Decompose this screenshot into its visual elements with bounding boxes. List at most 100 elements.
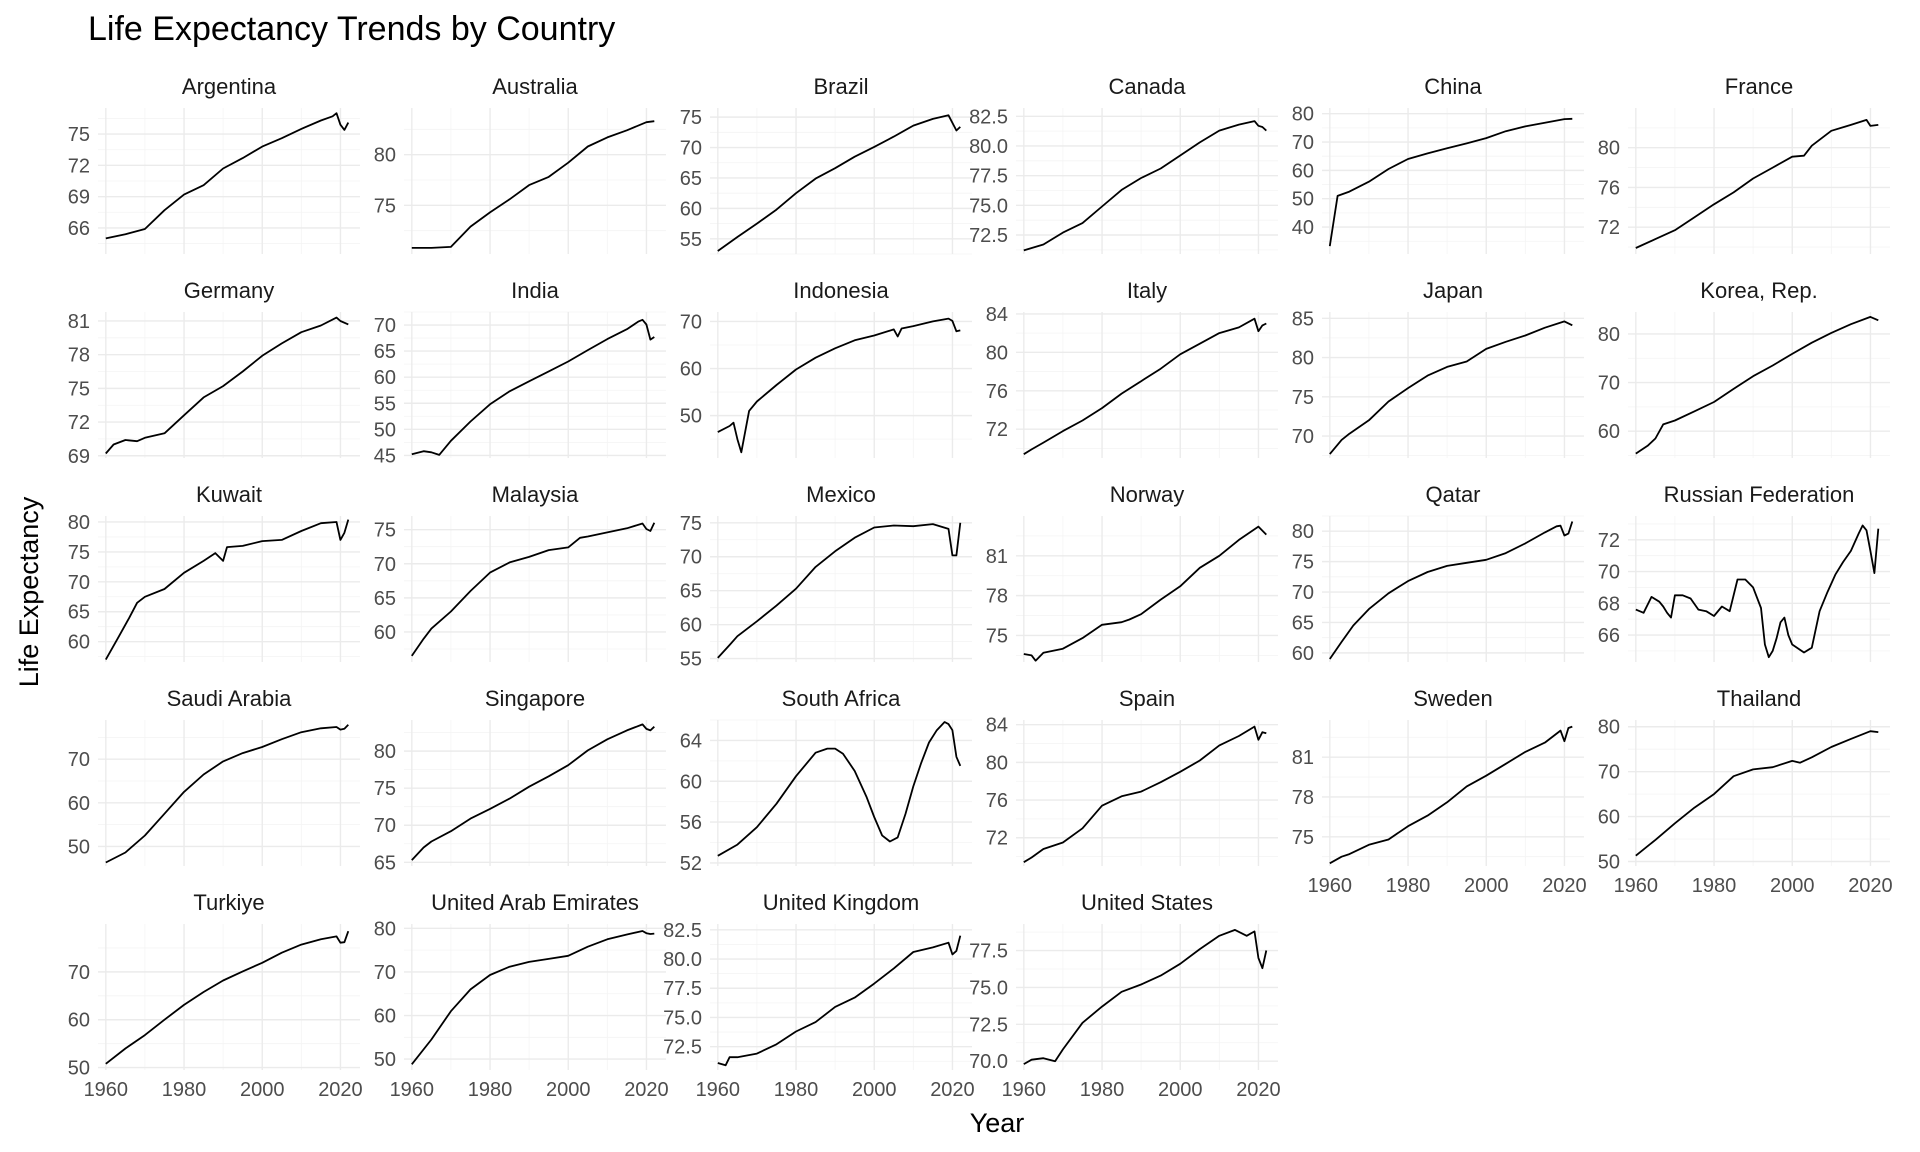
series-line-kuwait: [105, 519, 350, 661]
facet-norway: 75 78 81 Norway: [986, 482, 1278, 662]
y-tick-label: 60: [1598, 807, 1620, 829]
series-line-russian-federation: [1635, 524, 1880, 659]
y-tick-label: 80.0: [663, 949, 702, 971]
facet-argentina: 66 69 72 75 Argentina: [68, 74, 360, 254]
y-tick-label: 66: [1598, 625, 1620, 647]
y-tick-label: 60: [1292, 160, 1314, 182]
facet-title: Canada: [1108, 74, 1186, 99]
facet-title: Argentina: [182, 74, 277, 99]
facet-south-africa: 52 56 60 64 South Africa: [680, 686, 972, 875]
series-line-united-states: [1023, 929, 1268, 1065]
y-tick-label: 50: [68, 1058, 90, 1080]
y-tick-label: 70: [1598, 373, 1620, 395]
facet-title: Saudi Arabia: [167, 686, 293, 711]
facet-singapore: 65 70 75 80 Singapore: [374, 686, 666, 874]
x-tick-label: 2020: [318, 1079, 363, 1101]
x-tick-label: 1960: [390, 1079, 435, 1101]
facet-india: 45 50 55 60 65 70 India: [374, 278, 666, 467]
y-tick-label: 65: [374, 588, 396, 610]
y-tick-label: 75: [680, 513, 702, 535]
facet-title: Thailand: [1717, 686, 1801, 711]
y-tick-label: 75: [1292, 827, 1314, 849]
y-tick-label: 77.5: [663, 978, 702, 1000]
series-line-qatar: [1329, 521, 1574, 660]
y-tick-label: 72: [1598, 217, 1620, 239]
y-tick-label: 75.0: [969, 195, 1008, 217]
x-tick-label: 1980: [1080, 1079, 1125, 1101]
y-tick-label: 84: [986, 304, 1008, 326]
series-line-mexico: [717, 522, 962, 659]
y-tick-label: 60: [1598, 421, 1620, 443]
facet-sweden: 75 78 81 Sweden 1960 1980 2000 2020: [1292, 686, 1587, 897]
y-tick-label: 45: [374, 445, 396, 467]
y-tick-label: 78: [1292, 787, 1314, 809]
facet-malaysia: 60 65 70 75 Malaysia: [374, 482, 666, 662]
y-tick-label: 70: [1598, 762, 1620, 784]
y-tick-label: 72.5: [969, 1014, 1008, 1036]
y-tick-label: 60: [68, 793, 90, 815]
y-tick-label: 84: [986, 715, 1008, 737]
series-line-malaysia: [411, 522, 656, 657]
x-tick-label: 1980: [1692, 875, 1737, 897]
y-tick-label: 65: [374, 341, 396, 363]
y-tick-label: 75: [374, 520, 396, 542]
y-tick-label: 60: [374, 367, 396, 389]
facet-mexico: 55 60 65 70 75 Mexico: [680, 482, 972, 671]
facet-title: Italy: [1127, 278, 1167, 303]
x-tick-label: 2020: [1848, 875, 1893, 897]
y-tick-label: 52: [680, 853, 702, 875]
facet-spain: 72 76 80 84 Spain: [986, 686, 1278, 866]
facet-saudi-arabia: 50 60 70 Saudi Arabia: [68, 686, 360, 866]
facet-title: Kuwait: [196, 482, 262, 507]
x-tick-label: 2000: [1158, 1079, 1203, 1101]
y-tick-label: 80: [986, 752, 1008, 774]
y-tick-label: 68: [1598, 593, 1620, 615]
facet-panels: 66 69 72 75 Argentina 75 80 Australia 55 60 65 70 75…: [68, 74, 1893, 1101]
x-tick-label: 1960: [1614, 875, 1659, 897]
series-line-norway: [1023, 525, 1267, 662]
y-tick-label: 76: [986, 790, 1008, 812]
x-tick-label: 1960: [84, 1079, 129, 1101]
facet-kuwait: 60 65 70 75 80 Kuwait: [68, 482, 360, 662]
facet-title: United States: [1081, 890, 1213, 915]
series-line-brazil: [717, 114, 961, 252]
series-line-germany: [105, 316, 349, 455]
y-tick-label: 80: [986, 342, 1008, 364]
x-tick-label: 2000: [1770, 875, 1815, 897]
series-line-turkiye: [105, 930, 350, 1065]
y-tick-label: 60: [1292, 643, 1314, 665]
facet-turkiye: 50 60 70 Turkiye 1960 1980 2000 2020: [68, 890, 363, 1101]
y-tick-label: 69: [68, 446, 90, 468]
y-tick-label: 85: [1292, 308, 1314, 330]
y-tick-label: 60: [374, 1006, 396, 1028]
y-tick-label: 80: [374, 741, 396, 763]
y-tick-label: 75: [374, 195, 396, 217]
series-line-india: [411, 318, 655, 456]
x-tick-label: 2000: [852, 1079, 897, 1101]
facet-france: 72 76 80 France: [1598, 74, 1890, 254]
y-tick-label: 75: [680, 107, 702, 129]
series-line-china: [1328, 117, 1573, 247]
y-tick-label: 75: [68, 124, 90, 146]
y-tick-label: 80: [1598, 324, 1620, 346]
y-tick-label: 72.5: [969, 225, 1008, 247]
chart-title: Life Expectancy Trends by Country: [88, 10, 615, 48]
y-tick-label: 55: [680, 229, 702, 251]
y-tick-label: 75: [68, 542, 90, 564]
x-axis-title: Year: [970, 1108, 1025, 1138]
facet-title: Korea, Rep.: [1700, 278, 1817, 303]
series-line-sweden: [1329, 725, 1573, 865]
y-tick-label: 72.5: [663, 1037, 702, 1059]
facet-title: Brazil: [813, 74, 868, 99]
y-tick-label: 80.0: [969, 136, 1008, 158]
y-tick-label: 75.0: [663, 1007, 702, 1029]
facet-title: Sweden: [1413, 686, 1493, 711]
y-tick-label: 50: [680, 406, 702, 428]
y-tick-label: 75: [1292, 387, 1314, 409]
y-tick-label: 80: [1292, 521, 1314, 543]
x-tick-label: 2000: [1464, 875, 1509, 897]
facet-title: China: [1424, 74, 1482, 99]
y-tick-label: 65: [680, 168, 702, 190]
y-tick-label: 75: [68, 378, 90, 400]
y-tick-label: 80: [374, 918, 396, 940]
